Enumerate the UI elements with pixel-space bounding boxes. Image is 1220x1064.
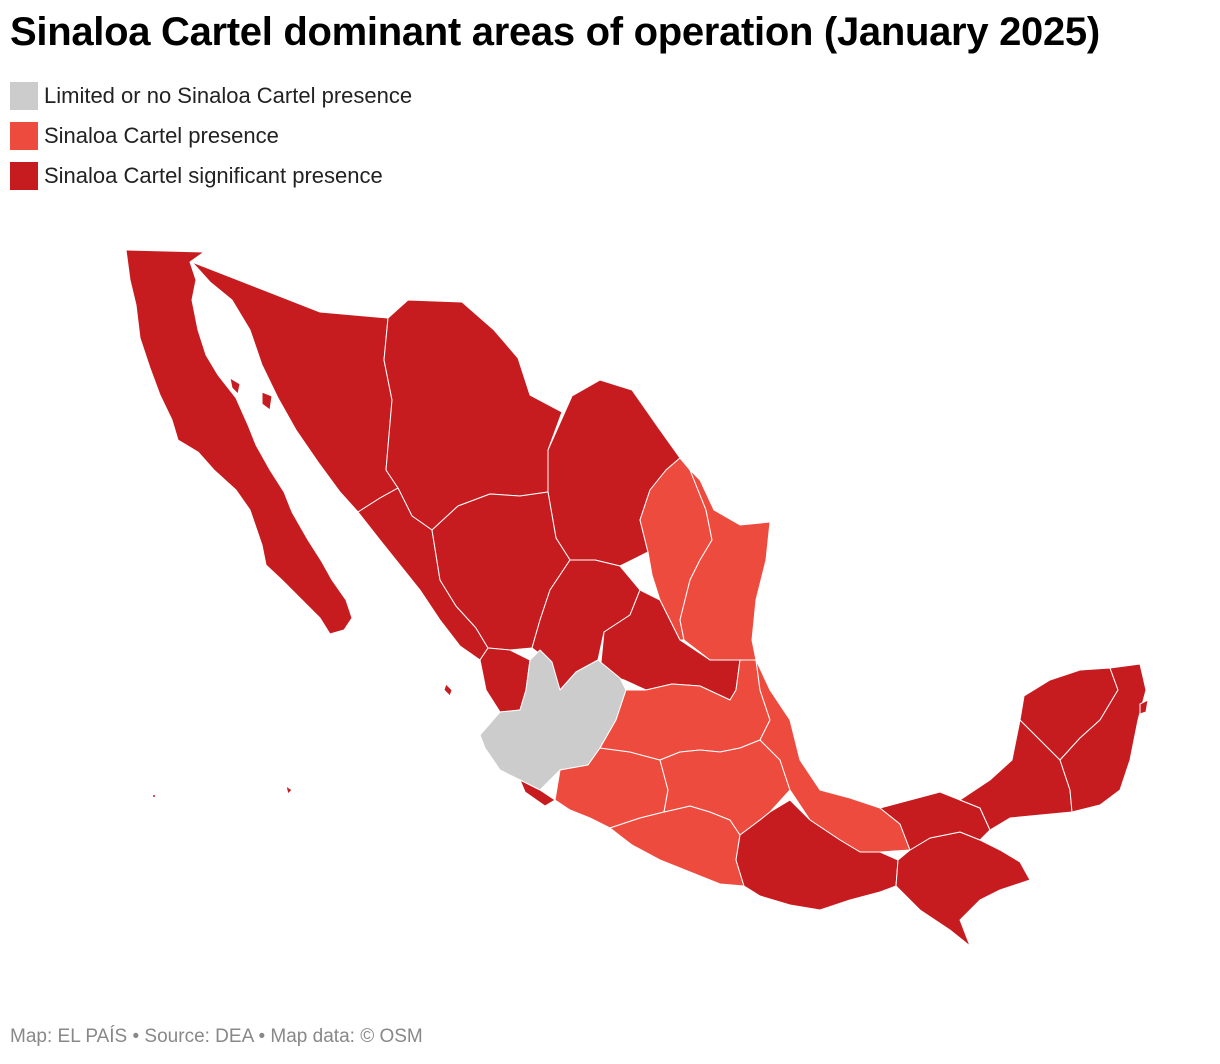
region-island-revillagigedo[interactable] xyxy=(285,785,293,795)
region-tabasco[interactable] xyxy=(879,791,991,851)
legend-label-limited: Limited or no Sinaloa Cartel presence xyxy=(44,83,413,108)
region-island-angel-guarda[interactable] xyxy=(229,377,241,395)
region-island-small[interactable] xyxy=(152,794,156,798)
legend-label-presence: Sinaloa Cartel presence xyxy=(44,123,279,148)
region-zacatecas[interactable] xyxy=(531,559,641,691)
legend-swatch-significant xyxy=(10,162,38,190)
region-island-tiburon[interactable] xyxy=(261,391,273,411)
map-title: Sinaloa Cartel dominant areas of operati… xyxy=(10,10,1100,54)
map-legend: Limited or no Sinaloa Cartel presence Si… xyxy=(10,82,412,202)
region-colima[interactable] xyxy=(519,779,556,807)
map-footer-credit: Map: EL PAÍS • Source: DEA • Map data: ©… xyxy=(10,1026,423,1047)
legend-label-significant: Sinaloa Cartel significant presence xyxy=(44,163,383,188)
legend-swatch-presence xyxy=(10,122,38,150)
region-island-cozumel[interactable] xyxy=(1139,699,1149,715)
legend-swatch-limited xyxy=(10,82,38,110)
legend-item-limited: Limited or no Sinaloa Cartel presence xyxy=(10,82,412,110)
region-island-tres-marias[interactable] xyxy=(443,683,453,697)
region-baja-peninsula[interactable] xyxy=(125,249,353,635)
legend-item-presence: Sinaloa Cartel presence xyxy=(10,122,412,150)
region-oaxaca[interactable] xyxy=(735,799,899,911)
legend-item-significant: Sinaloa Cartel significant presence xyxy=(10,162,412,190)
region-chiapas[interactable] xyxy=(895,831,1031,947)
